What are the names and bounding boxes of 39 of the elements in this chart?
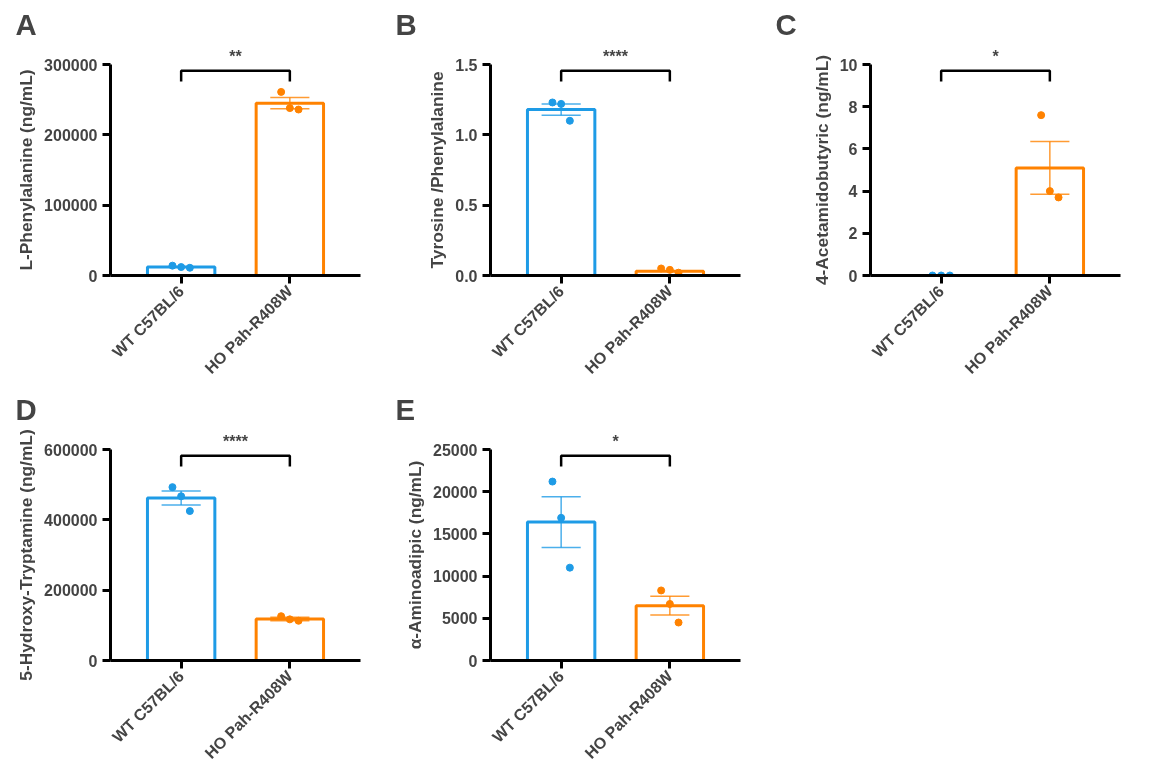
annotation: ****	[603, 47, 629, 65]
y-axis-title: Tyrosine /Phenylalanine	[427, 71, 448, 269]
y-tick-label: 5000	[441, 610, 478, 628]
annotation: **	[229, 47, 243, 65]
y-tick-label: 200000	[44, 582, 98, 600]
y-tick-label: 100000	[44, 197, 98, 215]
annotation: ****	[223, 432, 249, 450]
y-tick-label: 20000	[433, 483, 478, 501]
annotation: *	[612, 432, 620, 450]
y-tick-label: 200000	[44, 126, 98, 144]
y-tick-label: 10	[839, 56, 858, 74]
y-tick-label: 1.5	[455, 56, 478, 74]
y-tick-label: 0	[468, 652, 478, 670]
chart-title: D	[15, 392, 37, 426]
y-tick-label: 2	[848, 225, 858, 243]
y-tick-label: 8	[848, 98, 858, 116]
y-axis-title: α-Aminoadipic (ng/mL)	[405, 460, 426, 650]
annotation: *	[992, 47, 1000, 65]
y-axis-title: L-Phenylalanine (ng/mL)	[16, 69, 37, 271]
chart-title: B	[395, 7, 417, 41]
chart-title: C	[775, 7, 797, 41]
y-tick-label: 0	[88, 267, 98, 285]
y-tick-label: 0	[88, 652, 98, 670]
y-tick-label: 400000	[44, 511, 98, 529]
chart-title: E	[395, 392, 416, 426]
chart-title: A	[15, 7, 37, 41]
y-tick-label: 1.0	[455, 126, 478, 144]
y-tick-label: 25000	[433, 441, 478, 459]
y-tick-label: 0.0	[455, 267, 478, 285]
y-tick-label: 15000	[433, 525, 478, 543]
y-tick-label: 0	[848, 267, 858, 285]
y-tick-label: 300000	[44, 56, 98, 74]
y-tick-label: 600000	[44, 441, 98, 459]
y-tick-label: 10000	[433, 568, 478, 586]
y-axis-title: 4-Acetamidobutyric (ng/mL)	[811, 54, 832, 286]
y-tick-label: 0.5	[455, 197, 478, 215]
y-tick-label: 6	[848, 140, 858, 158]
y-axis-title: 5-Hydroxy-Tryptamine (ng/mL)	[16, 429, 37, 681]
y-tick-label: 4	[848, 183, 858, 201]
